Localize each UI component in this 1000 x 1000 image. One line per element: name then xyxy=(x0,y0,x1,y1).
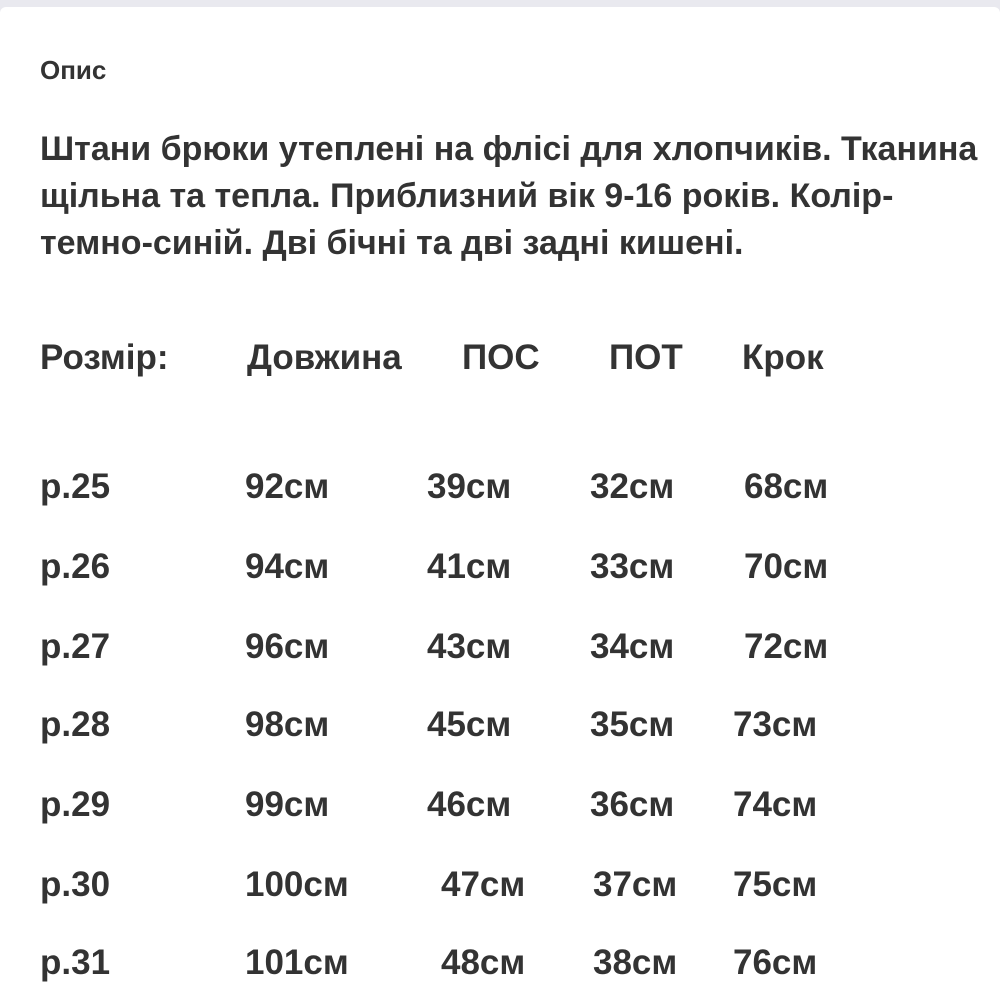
cell-length: 94см xyxy=(245,547,330,586)
cell-size: р.31 xyxy=(40,943,111,982)
cell-size: р.30 xyxy=(40,865,111,904)
cell-waist: 46см xyxy=(427,785,512,824)
cell-inseam: 74см xyxy=(733,785,818,824)
cell-hip: 34см xyxy=(590,627,675,666)
cell-length: 98см xyxy=(245,705,330,744)
cell-length: 100см xyxy=(245,865,349,904)
cell-inseam: 68см xyxy=(744,467,829,506)
cell-hip: 32см xyxy=(590,467,675,506)
cell-waist: 43см xyxy=(427,627,512,666)
cell-hip: 35см xyxy=(590,705,675,744)
cell-waist: 47см xyxy=(441,865,526,904)
cell-length: 101см xyxy=(245,943,349,982)
section-title: Опис xyxy=(40,55,107,85)
cell-waist: 39см xyxy=(427,467,512,506)
cell-size: р.28 xyxy=(40,705,111,744)
cell-inseam: 73см xyxy=(733,705,818,744)
cell-inseam: 72см xyxy=(744,627,829,666)
header-inseam: Крок xyxy=(742,338,824,377)
cell-waist: 41см xyxy=(427,547,512,586)
cell-size: р.26 xyxy=(40,547,111,586)
cell-hip: 37см xyxy=(593,865,678,904)
cell-size: р.25 xyxy=(40,467,111,506)
cell-size: р.27 xyxy=(40,627,111,666)
cell-hip: 33см xyxy=(590,547,675,586)
cell-size: р.29 xyxy=(40,785,111,824)
cell-length: 99см xyxy=(245,785,330,824)
product-description: Штани брюки утеплені на флісі для хлопчи… xyxy=(40,130,978,262)
cell-inseam: 70см xyxy=(744,547,829,586)
header-length: Довжина xyxy=(247,338,402,377)
description-card: Опис Штани брюки утеплені на флісі для х… xyxy=(0,7,1000,1000)
cell-hip: 36см xyxy=(590,785,675,824)
header-size: Розмір: xyxy=(40,338,169,377)
cell-length: 92см xyxy=(245,467,330,506)
cell-inseam: 75см xyxy=(733,865,818,904)
cell-waist: 45см xyxy=(427,705,512,744)
header-waist: ПОС xyxy=(462,338,540,377)
header-hip: ПОТ xyxy=(609,338,683,377)
cell-hip: 38см xyxy=(593,943,678,982)
cell-length: 96см xyxy=(245,627,330,666)
cell-waist: 48см xyxy=(441,943,526,982)
cell-inseam: 76см xyxy=(733,943,818,982)
